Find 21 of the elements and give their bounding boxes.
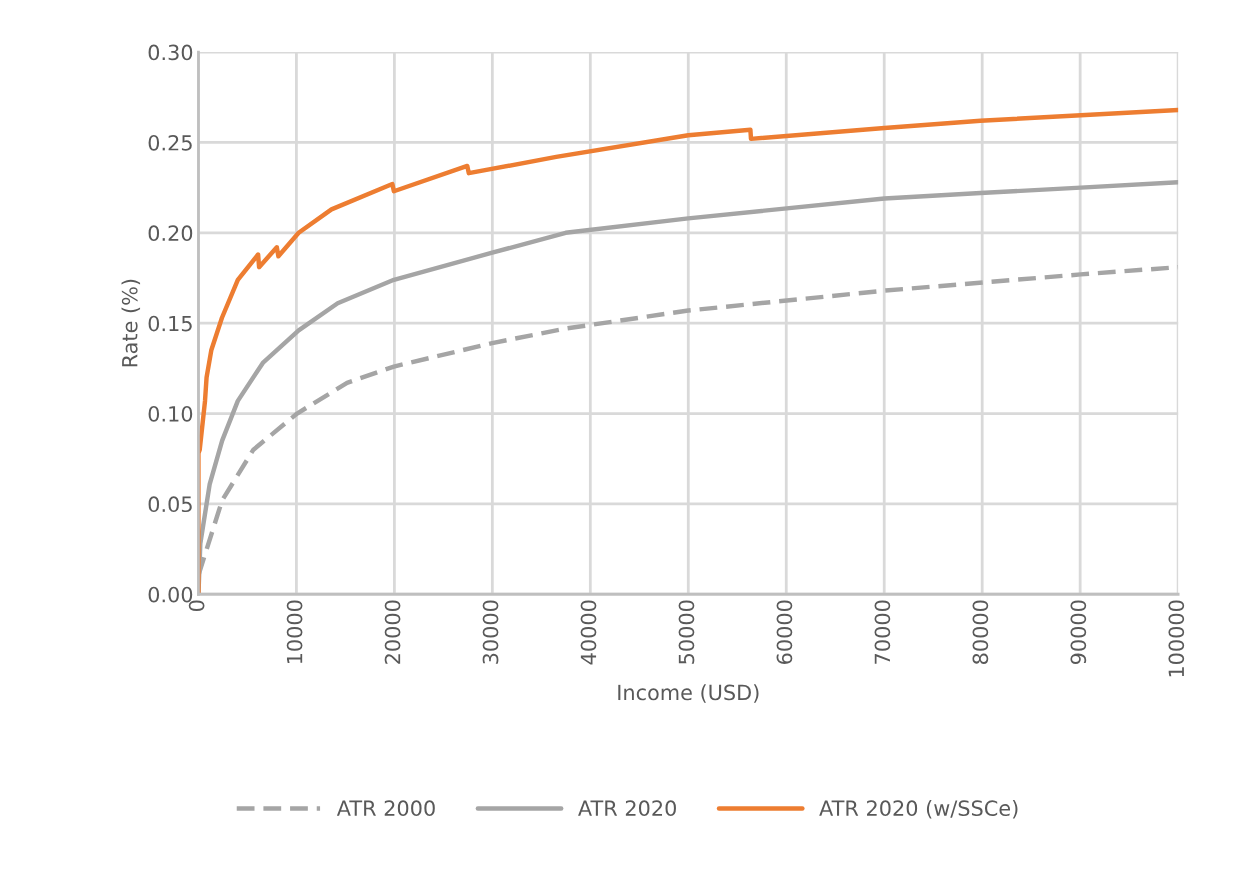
y-tick-label: 0.05 <box>148 496 192 513</box>
x-tick-label: 50000 <box>678 600 695 664</box>
legend-label: ATR 2020 (w/SSCe) <box>819 799 1018 819</box>
y-tick-label: 0.25 <box>148 134 192 151</box>
x-tick-label: 80000 <box>972 600 989 664</box>
x-tick-label: 20000 <box>384 600 401 664</box>
x-tick-label: 30000 <box>482 600 499 664</box>
x-tick-label: 40000 <box>580 600 597 665</box>
x-axis-title: Income (USD) <box>618 684 759 703</box>
x-tick-label: 70000 <box>874 600 891 664</box>
y-tick-label: 0.30 <box>148 44 193 61</box>
x-tick-label: 60000 <box>776 600 793 664</box>
x-tick-label: 10000 <box>286 600 303 664</box>
y-tick-label: 0.15 <box>148 315 192 332</box>
x-tick-label: 90000 <box>1070 600 1087 665</box>
y-axis-title: Rate (%) <box>121 279 141 367</box>
legend-label: ATR 2000 <box>336 800 435 817</box>
y-tick-label: 0.20 <box>148 225 193 242</box>
y-tick-label: 0.10 <box>148 405 193 422</box>
x-tick-label: 100000 <box>1168 600 1185 677</box>
legend-label: ATR 2020 <box>578 800 676 817</box>
